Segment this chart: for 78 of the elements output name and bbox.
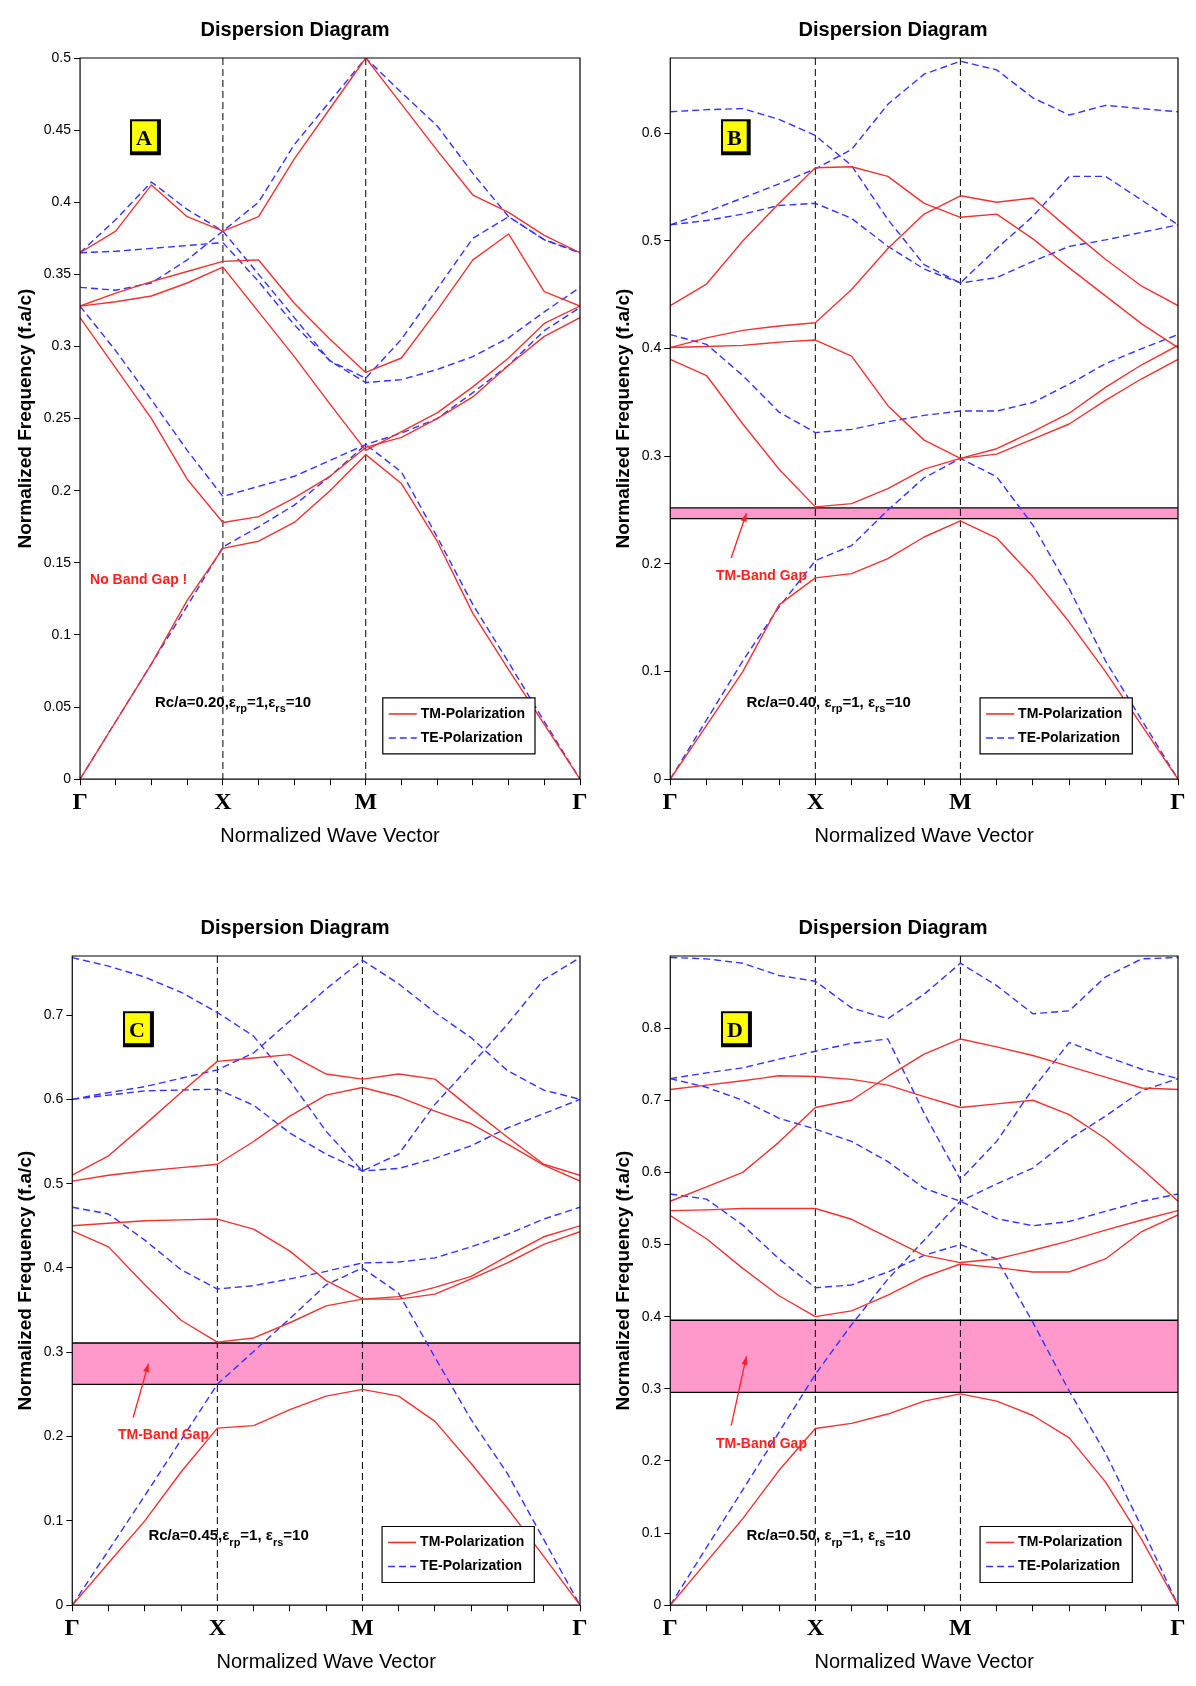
annotation: No Band Gap !	[90, 571, 188, 588]
x-tick-label: Γ	[1170, 787, 1186, 814]
y-tick-label: 0.3	[641, 447, 662, 464]
y-tick-label: 0.6	[641, 124, 662, 141]
legend-label: TE-Polarization	[1018, 728, 1120, 745]
y-tick-label: 0.7	[641, 1091, 662, 1108]
y-tick-label: 0	[653, 1596, 662, 1613]
y-tick-label: 0.1	[641, 1523, 662, 1540]
legend-label: TE-Polarization	[1018, 1557, 1120, 1574]
x-tick-label: X	[806, 787, 825, 814]
y-tick-label: 0.05	[43, 697, 72, 714]
y-tick-label: 0.4	[51, 193, 72, 210]
x-axis-title: Normalized Wave Vector	[220, 823, 441, 846]
band-label: TM-Band Gap	[117, 1426, 209, 1443]
annotation: D	[727, 1017, 743, 1043]
y-axis-title: Normalized Frequency (f.a/c)	[13, 288, 35, 549]
x-axis-title: Normalized Wave Vector	[814, 823, 1035, 846]
y-tick-label: 0.1	[43, 1511, 64, 1528]
y-tick-label: 0.4	[43, 1258, 64, 1275]
legend-label: TE-Polarization	[420, 728, 523, 745]
x-tick-label: X	[208, 1613, 227, 1640]
y-tick-label: 0	[55, 1596, 64, 1613]
x-tick-label: Γ	[72, 787, 88, 814]
y-tick-label: 0.45	[43, 120, 72, 137]
y-axis-title: Normalized Frequency (f.a/c)	[13, 1150, 35, 1411]
y-tick-label: 0.2	[641, 554, 662, 571]
x-tick-label: Γ	[64, 1613, 80, 1640]
chart-title: Dispersion Diagram	[798, 915, 988, 938]
y-tick-label: 0.5	[51, 48, 72, 65]
y-tick-label: 0.25	[43, 409, 72, 426]
y-tick-label: 0.6	[641, 1163, 662, 1180]
y-tick-label: 0.5	[641, 1235, 662, 1252]
y-tick-label: 0.4	[641, 1307, 662, 1324]
x-axis-title: Normalized Wave Vector	[814, 1649, 1035, 1672]
y-tick-label: 0.35	[43, 265, 72, 282]
x-tick-label: Γ	[572, 787, 588, 814]
y-tick-label: 0	[653, 770, 662, 787]
x-tick-label: M	[949, 1613, 972, 1640]
x-tick-label: Γ	[572, 1613, 588, 1640]
legend-label: TM-Polarization	[1018, 704, 1123, 721]
x-tick-label: M	[351, 1613, 374, 1640]
band-label: TM-Band Gap	[715, 567, 807, 584]
chart-title: Dispersion Diagram	[200, 915, 390, 938]
x-tick-label: Γ	[1170, 1613, 1186, 1640]
x-tick-label: Γ	[662, 1613, 678, 1640]
x-tick-label: M	[949, 787, 972, 814]
y-axis-title: Normalized Frequency (f.a/c)	[611, 1150, 633, 1411]
y-tick-label: 0.3	[641, 1379, 662, 1396]
y-tick-label: 0.6	[43, 1090, 64, 1107]
legend-label: TE-Polarization	[420, 1557, 522, 1574]
annotation: B	[727, 125, 743, 151]
y-tick-label: 0.5	[43, 1174, 64, 1191]
x-tick-label: X	[214, 787, 233, 814]
x-tick-label: Γ	[662, 787, 678, 814]
y-axis-title: Normalized Frequency (f.a/c)	[611, 288, 633, 549]
y-tick-label: 0.8	[641, 1018, 662, 1035]
x-tick-label: M	[354, 787, 378, 814]
y-tick-label: 0.3	[43, 1343, 64, 1360]
y-tick-label: 0.2	[641, 1451, 662, 1468]
y-tick-label: 0.5	[641, 231, 662, 248]
y-tick-label: 0	[63, 770, 72, 787]
y-tick-label: 0.1	[51, 625, 72, 642]
legend-label: TM-Polarization	[420, 1533, 525, 1550]
y-tick-label: 0.3	[51, 337, 72, 354]
y-tick-label: 0.2	[43, 1427, 64, 1444]
annotation: C	[129, 1017, 145, 1043]
x-tick-label: X	[806, 1613, 825, 1640]
legend-label: TM-Polarization	[1018, 1533, 1123, 1550]
annotation: A	[136, 125, 153, 151]
y-tick-label: 0.4	[641, 339, 662, 356]
y-tick-label: 0.1	[641, 662, 662, 679]
x-axis-title: Normalized Wave Vector	[216, 1649, 437, 1672]
chart-title: Dispersion Diagram	[200, 17, 390, 40]
y-tick-label: 0.15	[43, 553, 72, 570]
y-tick-label: 0.2	[51, 481, 72, 498]
y-tick-label: 0.7	[43, 1005, 64, 1022]
chart-title: Dispersion Diagram	[798, 17, 988, 40]
legend-label: TM-Polarization	[420, 704, 526, 721]
